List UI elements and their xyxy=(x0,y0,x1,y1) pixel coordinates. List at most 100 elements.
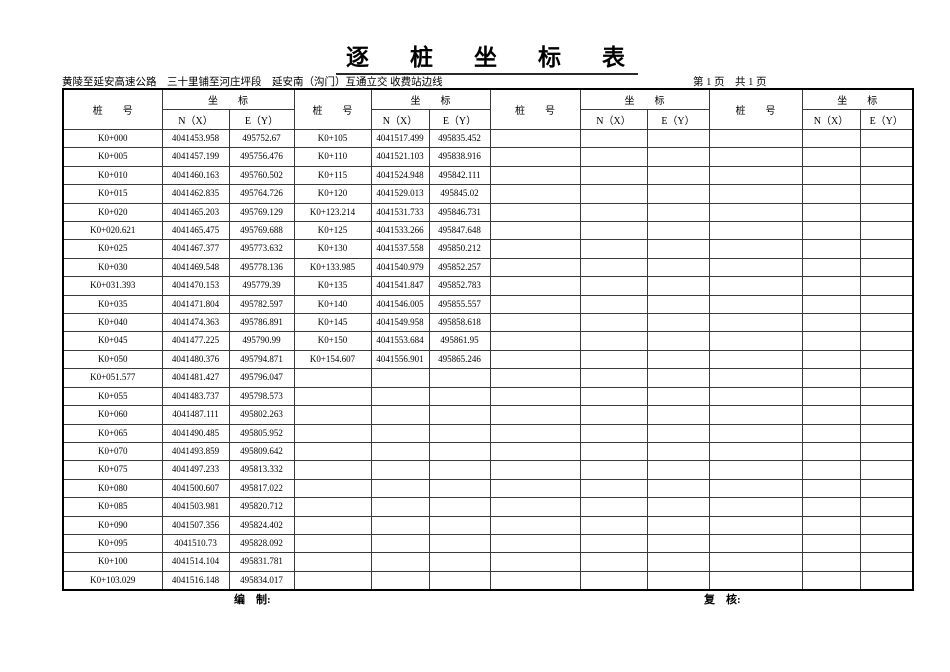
page-indicator: 第 1 页 共 1 页 xyxy=(693,77,767,88)
n-coordinate-cell xyxy=(579,349,648,370)
station-cell xyxy=(293,533,372,554)
n-x-header: N（X） xyxy=(161,109,230,130)
station-cell xyxy=(708,368,803,388)
e-coordinate-cell xyxy=(859,552,914,572)
e-coordinate-cell: 495835.452 xyxy=(428,128,491,149)
n-coordinate-cell xyxy=(579,165,648,186)
station-cell xyxy=(708,184,803,204)
station-cell: K0+075 xyxy=(62,460,163,480)
e-coordinate-cell: 495794.871 xyxy=(228,349,295,370)
station-header: 桩 号 xyxy=(708,88,803,130)
e-coordinate-cell xyxy=(859,349,914,370)
station-cell: K0+070 xyxy=(62,441,163,462)
station-cell xyxy=(708,552,803,572)
station-cell: K0+133.985 xyxy=(293,257,372,278)
station-cell xyxy=(293,570,372,591)
n-x-header: N（X） xyxy=(370,109,430,130)
n-coordinate-cell xyxy=(801,368,861,388)
e-coordinate-cell xyxy=(859,147,914,167)
table-row: K0+070 4041493.859 495809.642 xyxy=(62,441,914,462)
table-row: K0+100 4041514.104 495831.781 xyxy=(62,552,914,572)
station-cell xyxy=(708,497,803,517)
station-cell: K0+150 xyxy=(293,331,372,351)
station-cell xyxy=(708,331,803,351)
e-coordinate-cell xyxy=(859,257,914,278)
n-coordinate-cell: 4041537.558 xyxy=(370,239,430,259)
n-coordinate-cell: 4041500.607 xyxy=(161,478,230,499)
station-header: 桩 号 xyxy=(489,88,581,130)
e-coordinate-cell: 495865.246 xyxy=(428,349,491,370)
e-coordinate-cell: 495778.136 xyxy=(228,257,295,278)
n-coordinate-cell xyxy=(370,441,430,462)
station-cell xyxy=(489,460,581,480)
n-coordinate-cell: 4041549.958 xyxy=(370,313,430,333)
e-coordinate-cell xyxy=(646,441,710,462)
station-cell xyxy=(293,515,372,535)
compiled-by-label: 编 制: xyxy=(234,594,271,606)
table-row: K0+045 4041477.225 495790.99 K0+150 4041553.… xyxy=(62,331,914,351)
n-coordinate-cell: 4041540.979 xyxy=(370,257,430,278)
table-row: K0+005 4041457.199 495756.476 K0+110 4041521… xyxy=(62,147,914,167)
n-coordinate-cell: 4041516.148 xyxy=(161,570,230,591)
e-coordinate-cell xyxy=(859,276,914,296)
station-cell xyxy=(708,423,803,443)
n-coordinate-cell: 4041529.013 xyxy=(370,184,430,204)
n-coordinate-cell: 4041556.901 xyxy=(370,349,430,370)
e-coordinate-cell: 495802.263 xyxy=(228,405,295,425)
e-coordinate-cell: 495846.731 xyxy=(428,202,491,223)
n-coordinate-cell xyxy=(801,460,861,480)
n-coordinate-cell xyxy=(370,570,430,591)
table-row: K0+015 4041462.835 495764.726 K0+120 4041529… xyxy=(62,184,914,204)
station-cell: K0+115 xyxy=(293,165,372,186)
table-row: K0+025 4041467.377 495773.632 K0+130 4041537… xyxy=(62,239,914,259)
e-coordinate-cell: 495769.688 xyxy=(228,221,295,241)
e-coordinate-cell xyxy=(859,331,914,351)
e-coordinate-cell: 495852.783 xyxy=(428,276,491,296)
n-coordinate-cell xyxy=(370,552,430,572)
table-row: K0+051.577 4041481.427 495796.047 xyxy=(62,368,914,388)
station-cell xyxy=(293,423,372,443)
station-cell: K0+103.029 xyxy=(62,570,163,591)
station-cell xyxy=(708,478,803,499)
e-coordinate-cell: 495845.02 xyxy=(428,184,491,204)
e-coordinate-cell xyxy=(646,533,710,554)
n-coordinate-cell xyxy=(579,405,648,425)
station-cell: K0+085 xyxy=(62,497,163,517)
station-cell: K0+060 xyxy=(62,405,163,425)
station-cell xyxy=(489,478,581,499)
e-coordinate-cell: 495817.022 xyxy=(228,478,295,499)
n-coordinate-cell: 4041470.153 xyxy=(161,276,230,296)
n-coordinate-cell: 4041480.376 xyxy=(161,349,230,370)
station-cell: K0+130 xyxy=(293,239,372,259)
n-x-header: N（X） xyxy=(579,109,648,130)
station-cell xyxy=(708,460,803,480)
e-coordinate-cell: 495850.212 xyxy=(428,239,491,259)
n-coordinate-cell xyxy=(801,221,861,241)
station-cell xyxy=(489,147,581,167)
station-cell: K0+090 xyxy=(62,515,163,535)
station-cell xyxy=(708,515,803,535)
n-coordinate-cell xyxy=(801,478,861,499)
e-coordinate-cell xyxy=(859,460,914,480)
table-body: K0+000 4041453.958 495752.67 K0+105 4041517.… xyxy=(62,128,914,591)
e-coordinate-cell xyxy=(859,368,914,388)
n-coordinate-cell: 4041481.427 xyxy=(161,368,230,388)
station-cell xyxy=(489,294,581,315)
station-cell: K0+065 xyxy=(62,423,163,443)
e-coordinate-cell xyxy=(859,497,914,517)
n-coordinate-cell xyxy=(579,515,648,535)
n-coordinate-cell xyxy=(801,147,861,167)
n-coordinate-cell xyxy=(801,349,861,370)
table-row: K0+020 4041465.203 495769.129 K0+123.214 404… xyxy=(62,202,914,223)
station-cell xyxy=(708,221,803,241)
n-x-header: N（X） xyxy=(801,109,861,130)
station-cell: K0+030 xyxy=(62,257,163,278)
station-cell: K0+010 xyxy=(62,165,163,186)
station-cell xyxy=(489,515,581,535)
n-coordinate-cell: 4041507.356 xyxy=(161,515,230,535)
table-row: K0+030 4041469.548 495778.136 K0+133.985 404… xyxy=(62,257,914,278)
n-coordinate-cell xyxy=(579,423,648,443)
table-header: 桩 号 坐 标 桩 号 坐 标 桩 号 坐 标 桩 号 坐 标 N（X） E（Y… xyxy=(62,88,914,130)
table-row: K0+075 4041497.233 495813.332 xyxy=(62,460,914,480)
station-cell xyxy=(708,165,803,186)
